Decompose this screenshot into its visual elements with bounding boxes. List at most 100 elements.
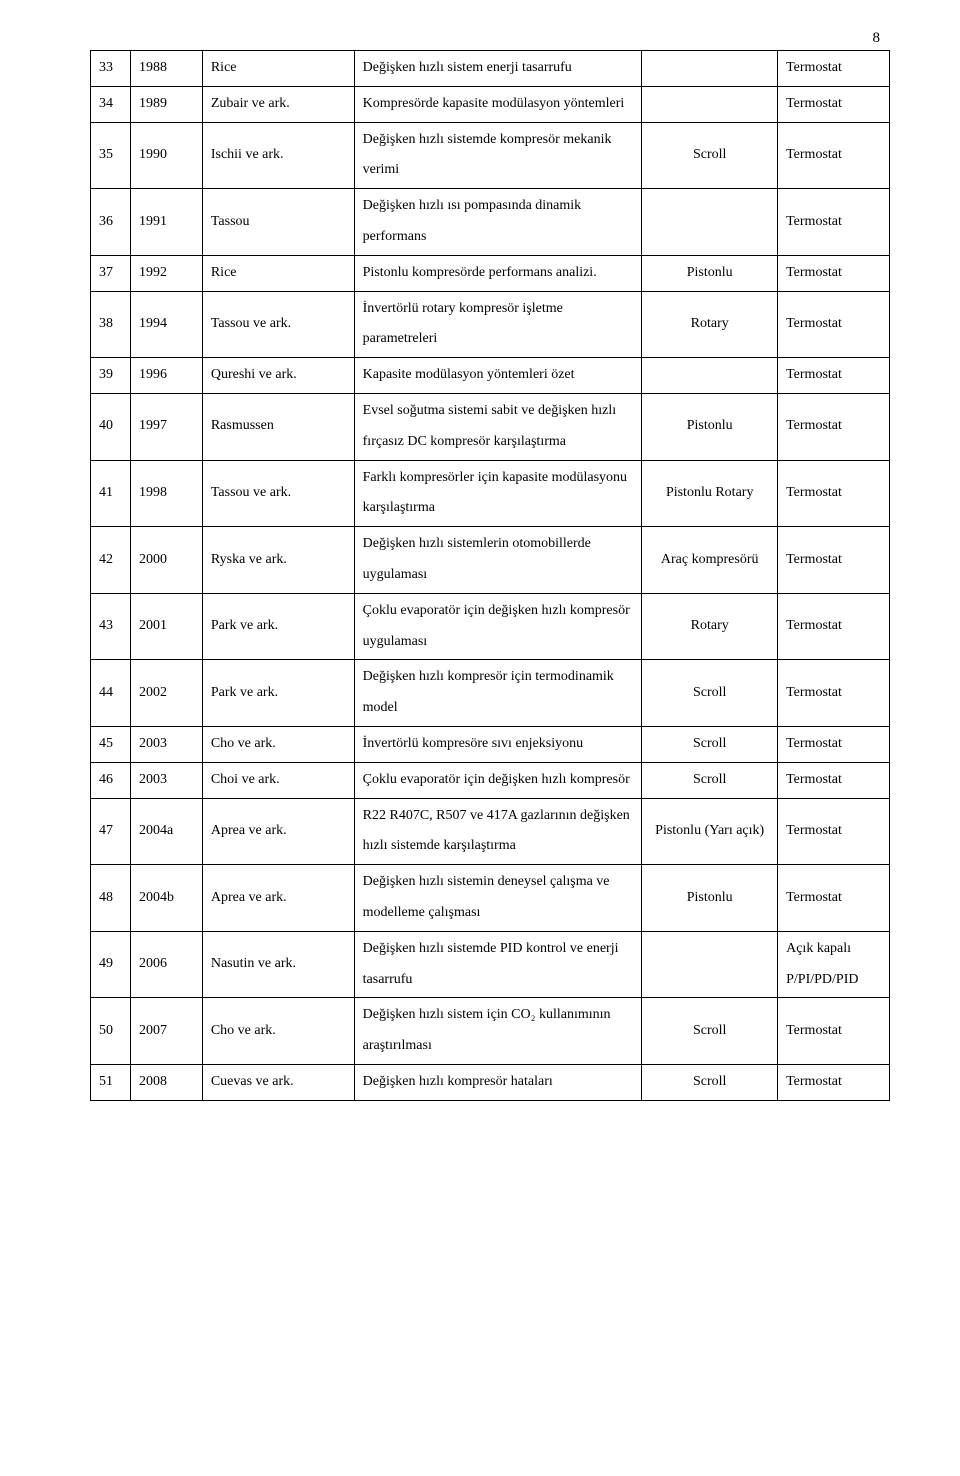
document-page: 8 331988RiceDeğişken hızlı sistem enerji… <box>0 0 960 1476</box>
cell-type: Pistonlu <box>642 393 778 460</box>
cell-control: Termostat <box>778 865 890 932</box>
cell-author: Tassou ve ark. <box>202 291 354 358</box>
cell-type: Scroll <box>642 998 778 1065</box>
cell-author: Cho ve ark. <box>202 726 354 762</box>
cell-description: Değişken hızlı sistemde kompresör mekani… <box>354 122 642 189</box>
cell-author: Rice <box>202 255 354 291</box>
cell-control: Açık kapalı P/PI/PD/PID <box>778 931 890 998</box>
cell-index: 44 <box>91 660 131 727</box>
cell-description: Çoklu evaporatör için değişken hızlı kom… <box>354 762 642 798</box>
cell-control: Termostat <box>778 998 890 1065</box>
cell-author: Aprea ve ark. <box>202 865 354 932</box>
cell-type: Scroll <box>642 1064 778 1100</box>
cell-type: Rotary <box>642 593 778 660</box>
cell-year: 1998 <box>130 460 202 527</box>
cell-index: 41 <box>91 460 131 527</box>
cell-type: Araç kompresörü <box>642 527 778 594</box>
cell-index: 51 <box>91 1064 131 1100</box>
cell-type <box>642 931 778 998</box>
cell-control: Termostat <box>778 460 890 527</box>
cell-index: 38 <box>91 291 131 358</box>
cell-year: 1991 <box>130 189 202 256</box>
table-row: 452003Cho ve ark.İnvertörlü kompresöre s… <box>91 726 890 762</box>
cell-description: Evsel soğutma sistemi sabit ve değişken … <box>354 393 642 460</box>
cell-year: 1990 <box>130 122 202 189</box>
cell-author: Tassou <box>202 189 354 256</box>
cell-type: Pistonlu (Yarı açık) <box>642 798 778 865</box>
cell-year: 1992 <box>130 255 202 291</box>
cell-description: İnvertörlü kompresöre sıvı enjeksiyonu <box>354 726 642 762</box>
cell-index: 39 <box>91 358 131 394</box>
page-number: 8 <box>873 30 881 47</box>
table-row: 371992RicePistonlu kompresörde performan… <box>91 255 890 291</box>
cell-type: Scroll <box>642 762 778 798</box>
cell-index: 34 <box>91 86 131 122</box>
cell-year: 2007 <box>130 998 202 1065</box>
cell-description: İnvertörlü rotary kompresör işletme para… <box>354 291 642 358</box>
cell-control: Termostat <box>778 593 890 660</box>
cell-year: 1989 <box>130 86 202 122</box>
cell-index: 37 <box>91 255 131 291</box>
cell-type <box>642 189 778 256</box>
table-row: 432001Park ve ark.Çoklu evaporatör için … <box>91 593 890 660</box>
cell-control: Termostat <box>778 1064 890 1100</box>
cell-type: Scroll <box>642 660 778 727</box>
cell-description: Değişken hızlı sistem enerji tasarrufu <box>354 51 642 87</box>
table-row: 462003Choi ve ark.Çoklu evaporatör için … <box>91 762 890 798</box>
cell-type <box>642 51 778 87</box>
cell-description: Değişken hızlı ısı pompasında dinamik pe… <box>354 189 642 256</box>
cell-description: Pistonlu kompresörde performans analizi. <box>354 255 642 291</box>
cell-index: 42 <box>91 527 131 594</box>
cell-year: 1996 <box>130 358 202 394</box>
table-row: 341989Zubair ve ark.Kompresörde kapasite… <box>91 86 890 122</box>
cell-author: Ryska ve ark. <box>202 527 354 594</box>
table-row: 512008Cuevas ve ark.Değişken hızlı kompr… <box>91 1064 890 1100</box>
cell-description: Farklı kompresörler için kapasite modüla… <box>354 460 642 527</box>
cell-year: 2003 <box>130 762 202 798</box>
table-row: 381994Tassou ve ark.İnvertörlü rotary ko… <box>91 291 890 358</box>
table-row: 422000Ryska ve ark.Değişken hızlı sistem… <box>91 527 890 594</box>
cell-control: Termostat <box>778 393 890 460</box>
cell-year: 1988 <box>130 51 202 87</box>
table-row: 391996Qureshi ve ark.Kapasite modülasyon… <box>91 358 890 394</box>
cell-control: Termostat <box>778 255 890 291</box>
cell-year: 2000 <box>130 527 202 594</box>
table-row: 331988RiceDeğişken hızlı sistem enerji t… <box>91 51 890 87</box>
cell-control: Termostat <box>778 86 890 122</box>
cell-index: 35 <box>91 122 131 189</box>
cell-control: Termostat <box>778 726 890 762</box>
cell-index: 43 <box>91 593 131 660</box>
cell-year: 1994 <box>130 291 202 358</box>
cell-index: 50 <box>91 998 131 1065</box>
cell-type: Scroll <box>642 122 778 189</box>
cell-index: 40 <box>91 393 131 460</box>
cell-control: Termostat <box>778 762 890 798</box>
cell-year: 2004a <box>130 798 202 865</box>
cell-control: Termostat <box>778 51 890 87</box>
cell-description: Değişken hızlı sistemde PID kontrol ve e… <box>354 931 642 998</box>
table-row: 502007Cho ve ark.Değişken hızlı sistem i… <box>91 998 890 1065</box>
cell-description: Değişken hızlı sistem için CO₂ kullanımı… <box>354 998 642 1065</box>
cell-description: Değişken hızlı kompresör için termodinam… <box>354 660 642 727</box>
cell-index: 47 <box>91 798 131 865</box>
cell-author: Nasutin ve ark. <box>202 931 354 998</box>
table-row: 482004bAprea ve ark.Değişken hızlı siste… <box>91 865 890 932</box>
cell-year: 2001 <box>130 593 202 660</box>
cell-description: Değişken hızlı sistemlerin otomobillerde… <box>354 527 642 594</box>
table-row: 492006Nasutin ve ark.Değişken hızlı sist… <box>91 931 890 998</box>
cell-year: 2008 <box>130 1064 202 1100</box>
cell-author: Aprea ve ark. <box>202 798 354 865</box>
cell-year: 1997 <box>130 393 202 460</box>
cell-description: Çoklu evaporatör için değişken hızlı kom… <box>354 593 642 660</box>
cell-author: Zubair ve ark. <box>202 86 354 122</box>
cell-control: Termostat <box>778 189 890 256</box>
cell-author: Tassou ve ark. <box>202 460 354 527</box>
cell-type <box>642 358 778 394</box>
cell-index: 36 <box>91 189 131 256</box>
cell-index: 48 <box>91 865 131 932</box>
cell-type: Scroll <box>642 726 778 762</box>
cell-description: R22 R407C, R507 ve 417A gazlarının değiş… <box>354 798 642 865</box>
cell-author: Choi ve ark. <box>202 762 354 798</box>
cell-type: Rotary <box>642 291 778 358</box>
cell-index: 45 <box>91 726 131 762</box>
